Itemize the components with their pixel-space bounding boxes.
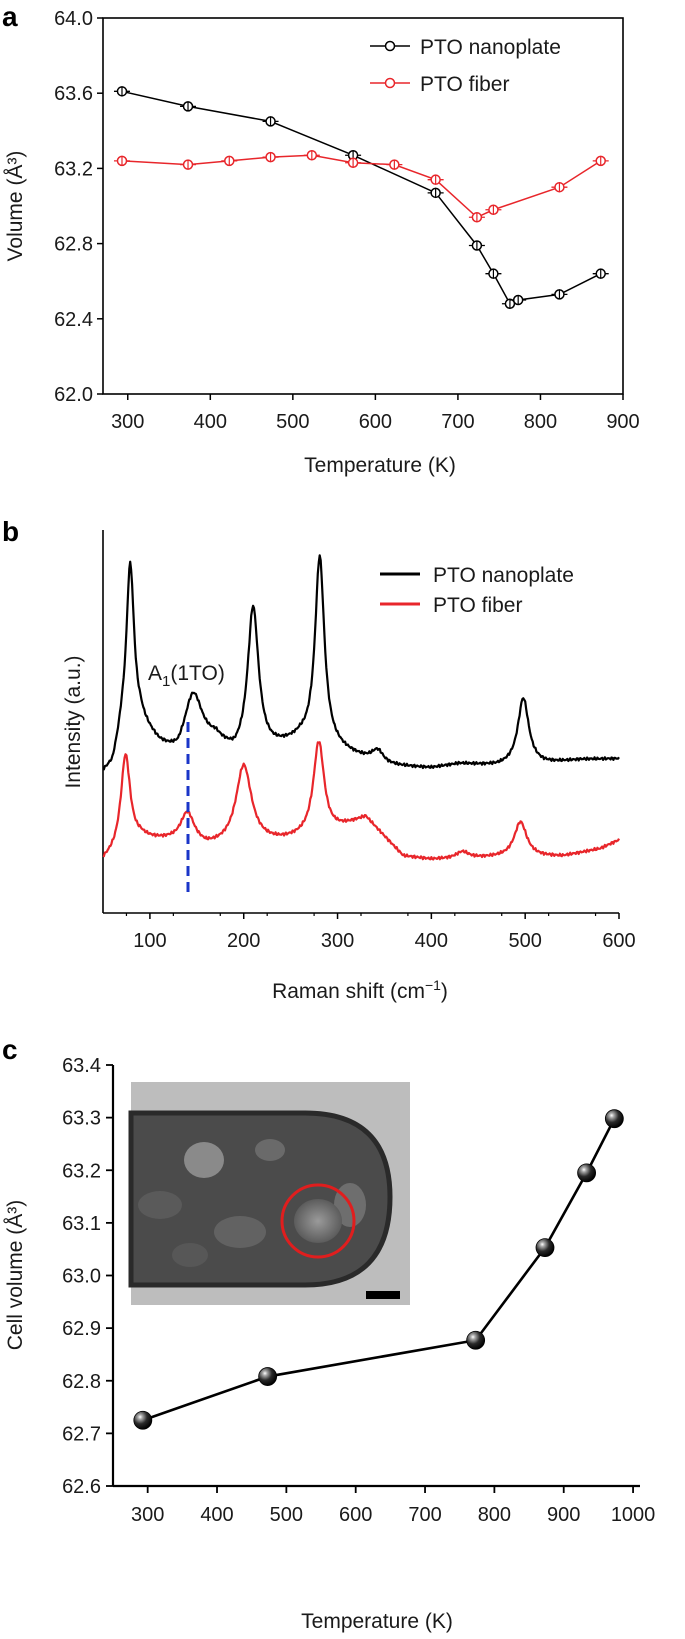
spectrum-fiber bbox=[102, 741, 620, 861]
y-tick-label: 64.0 bbox=[54, 8, 93, 30]
x-tick-label: 900 bbox=[606, 411, 639, 433]
x-tick-label: 300 bbox=[111, 411, 144, 433]
data-point bbox=[133, 1410, 153, 1430]
spectrum-nanoplate bbox=[102, 554, 620, 771]
x-tick-label: 400 bbox=[194, 411, 227, 433]
panel-a-chart: 300 400 500 600 700 800 900 62.0 62.4 62.8 63.2 63.… bbox=[4, 8, 640, 477]
y-tick-label: 62.9 bbox=[62, 1318, 101, 1340]
y-tick-label: 62.6 bbox=[62, 1476, 101, 1498]
y-tick-label: 63.3 bbox=[62, 1108, 101, 1130]
data-point bbox=[466, 1330, 486, 1350]
y-tick-label: 62.8 bbox=[54, 234, 93, 256]
panel-a-xlabel: Temperature (K) bbox=[304, 454, 456, 477]
y-tick-label: 63.2 bbox=[54, 158, 93, 180]
tem-scale-bar bbox=[366, 1291, 400, 1299]
legend-a-fiber-marker bbox=[384, 77, 396, 89]
legend-a-nanoplate-marker bbox=[384, 40, 396, 52]
legend-a-fiber-label: PTO fiber bbox=[420, 73, 509, 96]
x-tick-label: 900 bbox=[547, 1504, 580, 1526]
panel-c-chart: 300 400 500 600 700 800 900 1000 62.6 62.7 62.8 62.… bbox=[4, 1055, 655, 1633]
tem-highlight-particle bbox=[294, 1199, 342, 1243]
x-tick-label: 300 bbox=[131, 1504, 164, 1526]
legend-a-nanoplate-label: PTO nanoplate bbox=[420, 36, 561, 59]
y-tick-label: 62.4 bbox=[54, 309, 93, 331]
x-tick-label: 500 bbox=[270, 1504, 303, 1526]
panel-a-legend: PTO nanoplate PTO fiber bbox=[370, 36, 561, 96]
panel-b-legend: PTO nanoplate PTO fiber bbox=[380, 564, 574, 617]
tem-particle bbox=[138, 1191, 182, 1219]
x-tick-label: 600 bbox=[359, 411, 392, 433]
x-tick-label: 600 bbox=[602, 930, 635, 952]
x-tick-label: 300 bbox=[321, 930, 354, 952]
y-tick-label: 62.7 bbox=[62, 1423, 101, 1445]
panel-label-a: a bbox=[2, 1, 18, 32]
x-tick-label: 500 bbox=[508, 930, 541, 952]
y-tick-label: 63.2 bbox=[62, 1160, 101, 1182]
x-tick-label: 200 bbox=[227, 930, 260, 952]
y-tick-label: 63.4 bbox=[62, 1055, 101, 1077]
a1-1to-annotation: A1(1TO) bbox=[148, 662, 225, 690]
x-tick-label: 1000 bbox=[611, 1504, 656, 1526]
x-tick-label: 100 bbox=[133, 930, 166, 952]
series-line-cell-volume bbox=[142, 1118, 616, 1422]
tem-particle bbox=[184, 1142, 224, 1178]
y-tick-label: 62.8 bbox=[62, 1371, 101, 1393]
panel-b-chart: 100 200 300 400 500 600 A1(1TO) Raman shift (… bbox=[62, 530, 636, 1003]
panel-label-c: c bbox=[2, 1034, 18, 1065]
x-tick-label: 600 bbox=[339, 1504, 372, 1526]
legend-b-nanoplate-label: PTO nanoplate bbox=[433, 564, 574, 587]
y-tick-label: 62.0 bbox=[54, 384, 93, 406]
x-tick-label: 800 bbox=[524, 411, 557, 433]
tem-red-circle bbox=[280, 1183, 356, 1259]
x-tick-label: 400 bbox=[200, 1504, 233, 1526]
panel-label-b: b bbox=[2, 516, 19, 547]
x-tick-label: 400 bbox=[415, 930, 448, 952]
data-point bbox=[258, 1367, 278, 1386]
panel-b-xlabel: Raman shift (cm−1) bbox=[272, 977, 448, 1003]
y-tick-label: 63.1 bbox=[62, 1213, 101, 1235]
tem-particle bbox=[214, 1216, 266, 1248]
tem-particle bbox=[255, 1139, 285, 1161]
legend-b-fiber-label: PTO fiber bbox=[433, 594, 522, 617]
panel-c-ylabel: Cell volume (Å³) bbox=[4, 1200, 27, 1351]
x-tick-label: 500 bbox=[276, 411, 309, 433]
panel-c-xlabel: Temperature (K) bbox=[301, 1610, 453, 1633]
panel-a-plot-frame bbox=[102, 17, 624, 395]
tem-particle bbox=[172, 1243, 208, 1267]
data-point bbox=[577, 1163, 597, 1183]
y-tick-label: 63.6 bbox=[54, 83, 93, 105]
data-point bbox=[604, 1109, 624, 1129]
y-tick-label: 63.0 bbox=[62, 1266, 101, 1288]
panel-b-ylabel: Intensity (a.u.) bbox=[62, 655, 85, 788]
data-point bbox=[535, 1238, 555, 1258]
x-tick-label: 700 bbox=[408, 1504, 441, 1526]
tem-inset-image bbox=[128, 1082, 410, 1305]
x-tick-label: 800 bbox=[478, 1504, 511, 1526]
panel-a-ylabel: Volume (Å³) bbox=[4, 151, 27, 262]
x-tick-label: 700 bbox=[441, 411, 474, 433]
